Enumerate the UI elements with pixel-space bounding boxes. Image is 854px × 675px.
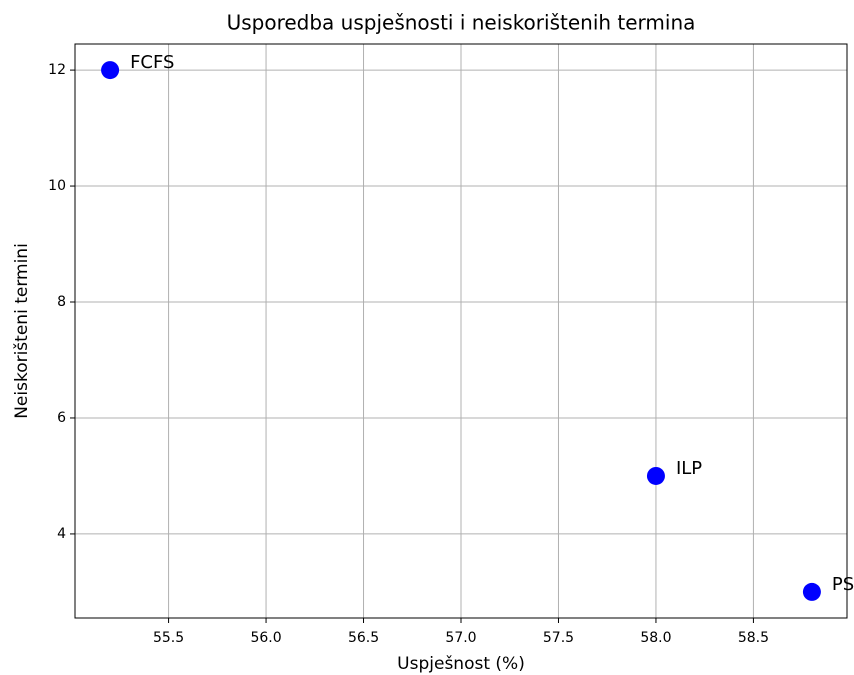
x-axis-label: Uspješnost (%) [397, 654, 525, 674]
x-tick-label: 58.5 [738, 630, 769, 646]
y-tick-label: 12 [48, 62, 66, 78]
x-tick-label: 57.5 [543, 630, 574, 646]
x-tick-label: 57.0 [445, 630, 476, 646]
y-tick-label: 4 [57, 526, 66, 542]
y-tick-label: 6 [57, 410, 66, 426]
point [646, 466, 665, 485]
point [101, 61, 120, 80]
y-tick-label: 8 [57, 294, 66, 310]
x-tick-label: 56.5 [348, 630, 379, 646]
y-axis-label: Neiskorišteni termini [12, 243, 32, 419]
point [802, 582, 821, 601]
plot-frame [74, 43, 848, 619]
x-tick-label: 58.0 [640, 630, 671, 646]
x-tick-label: 56.0 [250, 630, 281, 646]
chart-title: Usporedba uspješnosti i neiskorištenih t… [227, 11, 696, 35]
y-tick-label: 10 [48, 178, 66, 194]
point-label: ILP [676, 458, 702, 479]
point-label: PS [832, 574, 854, 595]
point-label: FCFS [130, 52, 174, 73]
x-tick-label: 55.5 [153, 630, 184, 646]
